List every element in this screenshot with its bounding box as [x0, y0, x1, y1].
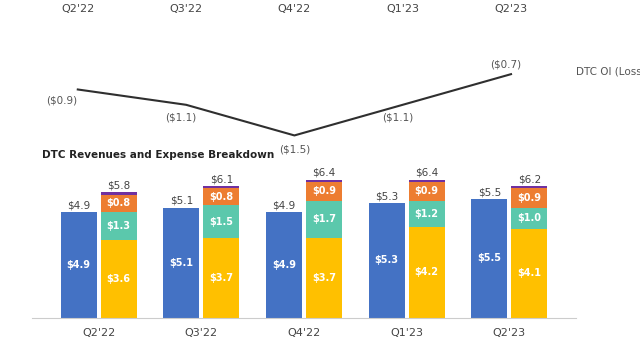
Bar	[100, 195, 137, 212]
Bar	[511, 229, 547, 318]
Text: $5.5: $5.5	[477, 254, 501, 263]
Text: $6.4: $6.4	[312, 168, 335, 178]
Bar	[100, 240, 137, 318]
Text: $1.3: $1.3	[107, 221, 131, 231]
Text: DTC Revenues and Expense Breakdown: DTC Revenues and Expense Breakdown	[42, 150, 275, 160]
Text: $5.1: $5.1	[170, 196, 193, 206]
Text: $1.2: $1.2	[415, 209, 438, 219]
Text: $4.9: $4.9	[67, 260, 91, 270]
Text: $0.8: $0.8	[107, 198, 131, 208]
Bar	[204, 206, 239, 238]
Text: Q1'23: Q1'23	[386, 4, 419, 15]
Text: $1.5: $1.5	[209, 217, 234, 226]
Bar	[471, 199, 508, 318]
Bar	[306, 201, 342, 238]
Bar	[306, 238, 342, 318]
Text: $4.9: $4.9	[272, 260, 296, 270]
Bar	[369, 203, 404, 318]
Text: $4.9: $4.9	[273, 200, 296, 210]
Bar	[100, 192, 137, 195]
Bar	[100, 212, 137, 240]
Text: ($1.1): ($1.1)	[165, 113, 196, 122]
Text: $4.1: $4.1	[517, 268, 541, 279]
Text: $6.4: $6.4	[415, 168, 438, 178]
Text: ($0.7): ($0.7)	[490, 59, 521, 70]
Text: $5.1: $5.1	[170, 258, 193, 268]
Text: $1.0: $1.0	[517, 213, 541, 223]
Text: $0.8: $0.8	[209, 192, 234, 202]
Bar	[511, 188, 547, 208]
Text: ($0.9): ($0.9)	[46, 96, 77, 105]
Bar	[409, 179, 445, 182]
Text: $5.8: $5.8	[107, 181, 131, 191]
Text: Q2'22: Q2'22	[61, 4, 95, 15]
Text: ($1.1): ($1.1)	[381, 113, 413, 122]
Bar	[511, 186, 547, 188]
Text: $0.9: $0.9	[415, 186, 438, 196]
Bar	[409, 227, 445, 318]
Text: $5.3: $5.3	[375, 192, 398, 201]
Text: $5.5: $5.5	[477, 187, 501, 197]
Text: Q2'23: Q2'23	[495, 4, 527, 15]
Text: $6.1: $6.1	[210, 174, 233, 184]
Bar	[204, 186, 239, 188]
Bar	[204, 238, 239, 318]
Text: $6.2: $6.2	[518, 174, 541, 184]
Bar	[409, 201, 445, 227]
Text: $4.9: $4.9	[67, 200, 90, 210]
Bar	[306, 179, 342, 182]
Bar	[163, 208, 199, 318]
Text: Q4'22: Q4'22	[278, 4, 311, 15]
Text: $3.7: $3.7	[209, 273, 234, 283]
Text: $1.7: $1.7	[312, 215, 336, 224]
Text: $0.9: $0.9	[312, 186, 336, 196]
Bar	[61, 212, 97, 318]
Bar	[204, 188, 239, 206]
Bar	[511, 208, 547, 229]
Text: ($1.5): ($1.5)	[279, 145, 310, 154]
Bar	[266, 212, 302, 318]
Text: Q3'22: Q3'22	[170, 4, 203, 15]
Text: $3.7: $3.7	[312, 273, 336, 283]
Bar	[409, 182, 445, 201]
Text: $5.3: $5.3	[374, 256, 399, 265]
Bar	[306, 182, 342, 201]
Text: $0.9: $0.9	[517, 193, 541, 203]
Text: $4.2: $4.2	[415, 267, 438, 277]
Text: $3.6: $3.6	[107, 274, 131, 284]
Text: DTC OI (Loss): DTC OI (Loss)	[576, 67, 640, 77]
